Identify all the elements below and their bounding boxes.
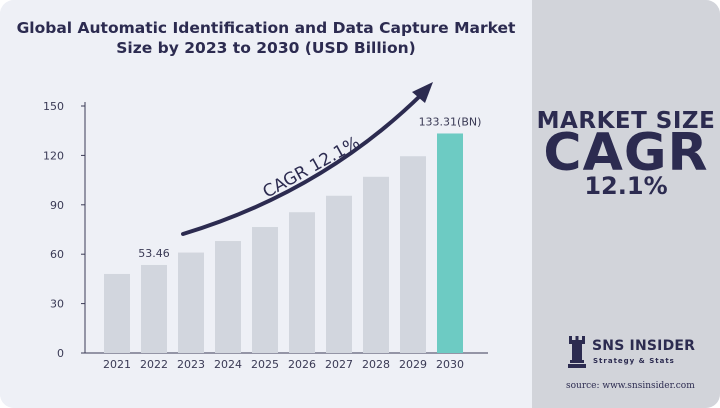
cagr-arrow-line: [181, 92, 424, 236]
bar-2023: [178, 252, 204, 353]
logo-tagline: Strategy & Stats: [593, 357, 675, 365]
cagr-value: 12.1%: [584, 172, 668, 200]
x-tick-label: 2026: [288, 358, 316, 371]
chart-title-line2: Size by 2023 to 2030 (USD Billion): [116, 39, 416, 57]
cagr-arrow-head: [412, 82, 433, 103]
chart-title: Global Automatic Identification and Data…: [0, 18, 532, 58]
bar-2027: [326, 195, 352, 353]
x-tick-label: 2021: [103, 358, 131, 371]
market-size-label: MARKET SIZE: [536, 108, 716, 134]
logo-name: SNS INSIDER: [592, 338, 696, 354]
y-tick-label: 0: [57, 347, 64, 360]
y-tick-label: 60: [50, 248, 64, 261]
y-tick-label: 90: [50, 199, 64, 212]
x-tick-label: 2028: [362, 358, 390, 371]
cagr-label: CAGR: [543, 123, 709, 183]
source-text: source: www.snsinsider.com: [566, 381, 695, 391]
chess-rook-icon: [568, 336, 586, 368]
data-label: 53.46: [138, 247, 170, 260]
y-tick-label: 120: [43, 149, 64, 162]
x-tick-label: 2025: [251, 358, 279, 371]
bar-2025: [252, 227, 278, 353]
cagr-annotation: CAGR 12.1%: [260, 133, 364, 203]
bar-2024: [215, 241, 241, 353]
bar-2026: [289, 212, 315, 353]
y-tick-label: 150: [43, 100, 64, 113]
bar-2030: [437, 133, 463, 353]
bar-2022: [141, 264, 167, 353]
data-label: 133.31(BN): [419, 115, 482, 128]
x-tick-label: 2024: [214, 358, 242, 371]
bar-2028: [363, 176, 389, 353]
sns-insider-logo: SNS INSIDER Strategy & Stats: [566, 334, 716, 374]
side-panel: [532, 0, 720, 408]
chart-title-line1: Global Automatic Identification and Data…: [16, 19, 516, 37]
bar-2029: [400, 156, 426, 353]
bar-chart: 0 30 60 90 120 150 2021 2022 2023 2024 2025 2026 202…: [43, 82, 488, 371]
x-tick-label: 2027: [325, 358, 353, 371]
y-tick-label: 30: [50, 298, 64, 311]
x-tick-label: 2022: [140, 358, 168, 371]
x-tick-label: 2030: [436, 358, 464, 371]
bar-2021: [104, 273, 130, 353]
x-tick-label: 2029: [399, 358, 427, 371]
x-tick-label: 2023: [177, 358, 205, 371]
